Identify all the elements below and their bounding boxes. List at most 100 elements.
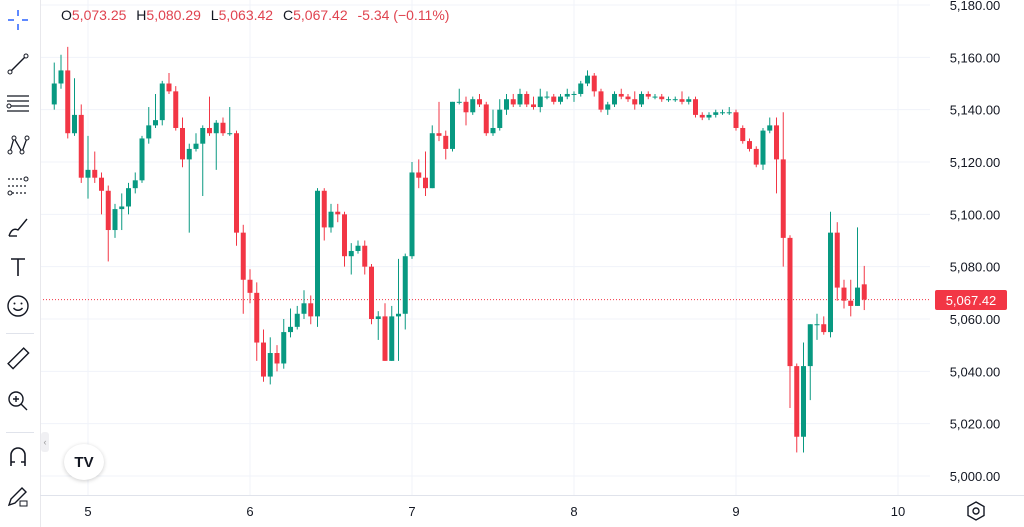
candle-body xyxy=(207,127,212,134)
candle-32 xyxy=(267,337,273,385)
candle-body xyxy=(794,366,800,437)
candle-120 xyxy=(861,265,867,311)
candle-body xyxy=(254,292,260,343)
collapse-toolbar-button[interactable]: ‹ xyxy=(41,432,49,452)
high-value: 5,080.29 xyxy=(146,7,201,23)
candle-body xyxy=(686,99,692,102)
candle-body xyxy=(591,75,597,92)
candle-44 xyxy=(348,243,354,275)
candle-86 xyxy=(632,91,638,110)
candle-body xyxy=(328,211,334,228)
candle-body xyxy=(807,324,813,367)
candle-90 xyxy=(659,93,665,102)
low-value: 5,063.42 xyxy=(218,7,274,23)
candle-body xyxy=(632,99,638,105)
candle-22 xyxy=(200,125,206,197)
candle-body xyxy=(645,93,651,97)
candle-56 xyxy=(429,125,435,189)
candle-body xyxy=(423,177,428,189)
candle-body xyxy=(699,114,705,118)
candle-body xyxy=(605,104,611,110)
candle-body xyxy=(396,313,401,317)
candle-96 xyxy=(699,112,705,121)
y-tick-label: 5,020.00 xyxy=(950,417,1001,432)
candle-110 xyxy=(794,363,800,453)
candle-body xyxy=(375,316,381,319)
y-tick-label: 5,160.00 xyxy=(950,50,1001,65)
candle-5 xyxy=(85,135,91,199)
candle-body xyxy=(321,190,327,228)
zoom-in-tool-button[interactable] xyxy=(2,386,34,416)
lock-pencil-tool-button[interactable] xyxy=(2,481,34,511)
y-tick-label: 5,040.00 xyxy=(950,364,1001,379)
candle-body xyxy=(173,91,179,128)
candle-body xyxy=(193,143,199,149)
text-tool-button[interactable] xyxy=(2,252,34,282)
candle-24 xyxy=(213,120,219,170)
candle-33 xyxy=(274,345,280,372)
emoji-tool-button[interactable] xyxy=(2,291,34,321)
candle-body xyxy=(126,188,131,207)
candle-39 xyxy=(315,188,320,327)
candle-50 xyxy=(389,305,395,361)
trend-line-tool-button[interactable] xyxy=(2,49,34,79)
candle-body xyxy=(99,177,104,191)
trend-line-icon xyxy=(7,53,29,75)
candle-64 xyxy=(483,101,489,136)
ruler-tool-button[interactable] xyxy=(2,343,34,373)
candle-body xyxy=(740,127,746,142)
candle-body xyxy=(288,326,293,333)
lock-pencil-icon xyxy=(7,487,28,507)
candle-body xyxy=(294,313,300,327)
pattern-tool-button[interactable] xyxy=(2,130,34,160)
candle-116 xyxy=(834,222,840,301)
candle-body xyxy=(625,96,631,100)
candle-41 xyxy=(328,203,334,233)
tradingview-logo[interactable]: TV xyxy=(64,444,104,480)
magnet-tool-button[interactable] xyxy=(2,442,34,472)
candle-111 xyxy=(801,342,806,453)
candle-body xyxy=(281,332,287,364)
candle-body xyxy=(639,93,644,105)
candle-71 xyxy=(531,96,536,110)
candle-36 xyxy=(294,305,300,330)
y-tick-label: 5,000.00 xyxy=(950,469,1001,484)
candle-20 xyxy=(186,143,192,233)
candle-11 xyxy=(126,182,131,215)
candle-body xyxy=(848,300,854,306)
x-tick-label: 5 xyxy=(84,504,91,519)
candle-80 xyxy=(591,73,597,97)
candle-body xyxy=(58,70,64,84)
settings-icon[interactable] xyxy=(965,500,987,522)
y-tick-label: 5,180.00 xyxy=(950,0,1001,13)
candle-body xyxy=(78,114,84,178)
candle-2 xyxy=(65,46,71,139)
candle-26 xyxy=(227,107,233,136)
candle-117 xyxy=(841,279,847,309)
brush-tool-button[interactable] xyxy=(2,212,34,242)
candle-14 xyxy=(146,107,152,144)
crosshair-tool-button[interactable] xyxy=(2,5,34,35)
fib-tool-button[interactable] xyxy=(2,171,34,201)
candle-13 xyxy=(139,135,145,183)
candle-18 xyxy=(173,86,179,131)
candle-77 xyxy=(571,91,577,102)
candle-28 xyxy=(240,224,246,314)
candle-body xyxy=(497,109,503,128)
candle-body xyxy=(504,99,509,110)
candle-body xyxy=(787,237,793,367)
candle-body xyxy=(679,99,685,102)
candle-51 xyxy=(396,258,401,361)
high-label: H xyxy=(136,7,147,23)
horizontal-lines-icon xyxy=(6,95,29,112)
current-price-label: 5,067.42 xyxy=(935,290,1007,310)
candle-25 xyxy=(220,117,226,136)
candle-body xyxy=(463,101,469,113)
candle-21 xyxy=(193,133,199,152)
horizontal-lines-tool-button[interactable] xyxy=(2,88,34,118)
candle-body xyxy=(382,316,388,361)
candle-body xyxy=(200,127,206,144)
x-tick-label: 10 xyxy=(891,504,905,519)
candle-body xyxy=(814,324,820,326)
